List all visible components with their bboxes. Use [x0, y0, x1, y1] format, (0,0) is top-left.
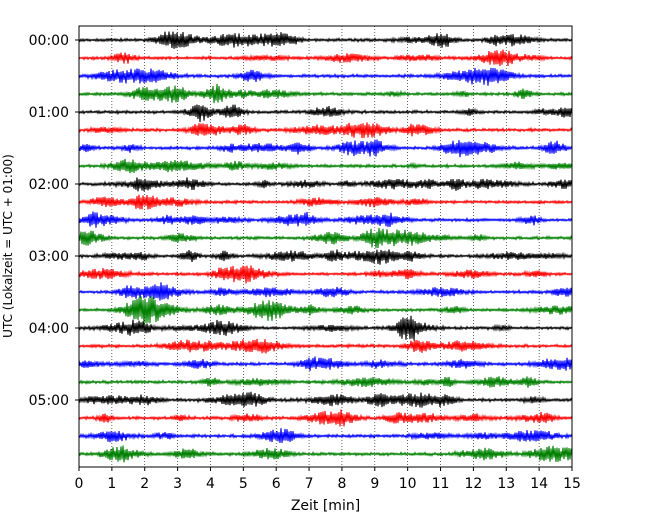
x-tick-label: 10 [399, 476, 417, 492]
x-tick-label: 9 [370, 476, 379, 492]
trace-line [78, 83, 573, 104]
x-tick-label: 12 [464, 476, 482, 492]
trace-line [78, 249, 573, 265]
y-axis-ticks: 00:00 01:00 02:00 03:00 04:00 05:00 [29, 33, 79, 409]
plot-frame [78, 25, 573, 468]
trace-line [78, 122, 573, 139]
trace-line [78, 296, 573, 325]
x-tick-label: 1 [107, 476, 116, 492]
y-tick-label: 00:00 [29, 33, 69, 49]
x-axis-ticks: 0 1 2 3 4 5 6 7 8 9 10 11 12 13 14 15 [75, 467, 581, 492]
x-tick-label: 14 [530, 476, 548, 492]
y-axis-label: UTC (Lokalzeit = UTC + 01:00) [1, 154, 15, 338]
y-tick-label: 01:00 [29, 105, 69, 121]
trace-line [78, 338, 573, 354]
x-tick-label: 13 [497, 476, 515, 492]
trace-line [78, 104, 573, 123]
trace-line [78, 282, 573, 301]
plot-background [79, 26, 572, 467]
x-tick-label: 7 [305, 476, 314, 492]
y-tick-label: 03:00 [29, 249, 69, 265]
trace-line [78, 177, 573, 192]
x-tick-label: 6 [272, 476, 281, 492]
trace-line [78, 391, 573, 408]
traces [78, 31, 573, 463]
y-tick-label: 04:00 [29, 321, 69, 337]
y-tick-label: 02:00 [29, 177, 69, 193]
trace-line [78, 376, 573, 388]
x-tick-label: 2 [140, 476, 149, 492]
trace-line [78, 211, 573, 228]
x-tick-label: 0 [75, 476, 84, 492]
trace-line [78, 31, 573, 49]
x-tick-label: 5 [239, 476, 248, 492]
trace-line [78, 194, 573, 210]
trace-line [78, 409, 573, 427]
x-tick-label: 4 [206, 476, 215, 492]
x-axis-label: Zeit [min] [291, 498, 360, 514]
trace-line [78, 67, 573, 86]
trace-line [78, 428, 573, 443]
trace-line [78, 315, 573, 341]
trace-line [78, 49, 573, 67]
trace-line [78, 227, 573, 249]
trace-line [78, 158, 573, 174]
x-tick-label: 11 [432, 476, 450, 492]
x-tick-label: 3 [173, 476, 182, 492]
x-tick-label: 8 [337, 476, 346, 492]
y-tick-label: 05:00 [29, 393, 69, 409]
trace-line [78, 445, 573, 463]
trace-line [78, 356, 573, 371]
trace-line [78, 139, 573, 158]
trace-line [78, 265, 573, 284]
x-tick-label: 15 [563, 476, 581, 492]
